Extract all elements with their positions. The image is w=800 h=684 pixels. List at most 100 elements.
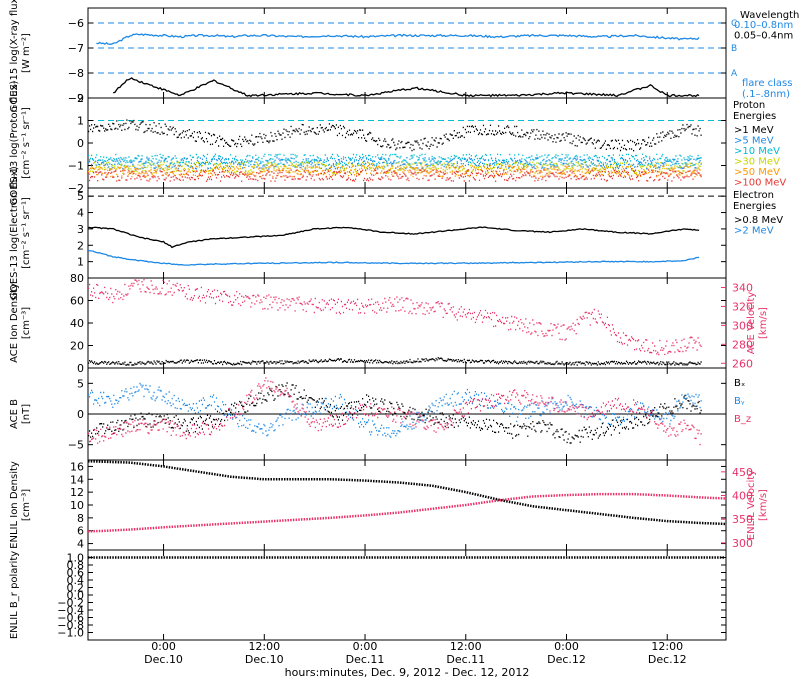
y-tick-label: −6 xyxy=(68,17,84,30)
flare-class-label: C xyxy=(731,19,737,29)
y-tick-label: 1 xyxy=(77,256,84,269)
legend-title: Energies xyxy=(733,201,776,212)
y2-axis-label: ACE Velocity xyxy=(746,292,757,354)
series-2-points xyxy=(88,156,702,170)
y-tick-label: 1.0 xyxy=(67,552,85,565)
y-tick-label: −7 xyxy=(68,42,84,55)
series-1-points xyxy=(88,382,702,444)
series-2-points xyxy=(88,382,702,438)
series-1-line xyxy=(88,460,726,526)
x-tick-day-label: Dec.12 xyxy=(547,653,586,666)
series-2-line xyxy=(88,492,726,533)
y-tick-label: 16 xyxy=(70,460,84,473)
y-tick-label: 60 xyxy=(70,295,84,308)
y2-tick-label: 450 xyxy=(732,466,753,479)
x-tick-label: 0:00 xyxy=(554,640,579,653)
y-axis-label: GOES-15 log(X-ray flux) xyxy=(9,0,20,112)
legend-entry: B_z xyxy=(734,414,751,425)
series-6-points xyxy=(88,169,702,182)
x-tick-label: 12:00 xyxy=(450,640,482,653)
legend-note: flare class xyxy=(742,78,792,89)
series-group xyxy=(88,119,702,182)
y-axis-units: [cm⁻³] xyxy=(21,307,32,339)
legend-entry: 0.05–0.4nm xyxy=(734,31,793,42)
y-axis-units: [nT] xyxy=(21,404,32,424)
series-group xyxy=(96,33,700,98)
series-group xyxy=(88,460,726,533)
y-tick-label: 4 xyxy=(77,538,84,551)
y-tick-label: −5 xyxy=(68,439,84,452)
y-axis-label: ACE B xyxy=(9,399,20,429)
x-tick-day-label: Dec.10 xyxy=(245,653,284,666)
y-axis-label: GOES-13 log(Electron flux) xyxy=(9,166,20,300)
y-tick-label: −9 xyxy=(68,92,84,105)
legend-note: (.1–.8nm) xyxy=(742,89,790,100)
flare-class-label: B xyxy=(731,44,737,54)
legend-entry: 0.10–0.8nm xyxy=(734,20,793,31)
x-tick-label: 0:00 xyxy=(151,640,176,653)
series-group xyxy=(88,279,702,366)
y-tick-label: 1 xyxy=(77,115,84,128)
y2-tick-label: 350 xyxy=(732,513,753,526)
series-group xyxy=(88,377,702,446)
y2-tick-label: 300 xyxy=(732,537,753,550)
legend-entry: >10 MeV xyxy=(734,146,780,157)
y-axis-label: ENLIL B_r polarity xyxy=(9,551,20,639)
x-tick-day-label: Dec.11 xyxy=(446,653,485,666)
y-tick-label: 0.0 xyxy=(67,589,85,602)
series-3-points xyxy=(88,153,702,167)
legend-entry: >30 MeV xyxy=(734,157,780,168)
y-tick-label: 2 xyxy=(77,92,84,105)
x-tick-label: 12:00 xyxy=(651,640,683,653)
y-tick-label: 14 xyxy=(70,473,84,486)
y-tick-label: 0 xyxy=(77,362,84,375)
panel-frame xyxy=(87,7,727,99)
x-tick-day-label: Dec.12 xyxy=(648,653,687,666)
y-tick-label: 3 xyxy=(77,223,84,236)
y-tick-label: 0.4 xyxy=(67,574,85,587)
series-1-line xyxy=(96,33,700,45)
y-tick-label: 5 xyxy=(77,377,84,390)
y2-axis-units: [km/s] xyxy=(758,489,769,521)
y-tick-label: 40 xyxy=(70,317,84,330)
panel-2: 2 1 0 −1 −2 GOES-13 log(Proton flux) [cm⁻² s⁻¹… xyxy=(9,80,786,205)
time-axis-labels: 0:00Dec.1012:00Dec.100:00Dec.1112:00Dec.… xyxy=(144,640,686,679)
y-tick-label: 0 xyxy=(77,137,84,150)
y-tick-label: 0 xyxy=(77,408,84,421)
legend-title: Energies xyxy=(733,111,776,122)
panel-frame xyxy=(87,277,727,369)
y2-tick-label: 340 xyxy=(732,281,753,294)
y-tick-label: 2 xyxy=(77,239,84,252)
series-group xyxy=(88,226,700,266)
y2-tick-label: 280 xyxy=(732,338,753,351)
y-axis-label: ENLIL Ion Density xyxy=(9,461,20,549)
y-tick-label: 80 xyxy=(70,272,84,285)
y-tick-label: −0.2 xyxy=(57,597,84,610)
y-tick-label: −0.6 xyxy=(57,612,84,625)
series-2-line xyxy=(113,77,700,98)
y-tick-label: 6 xyxy=(77,525,84,538)
series-1-points xyxy=(88,357,702,366)
legend-entry: >50 MeV xyxy=(734,167,780,178)
panel-7: 1.00.80.60.40.20.0−0.2−0.4−0.6−0.8−1.0 EN… xyxy=(9,549,727,641)
y-tick-label: −0.4 xyxy=(57,604,84,617)
y-tick-label: −1.0 xyxy=(57,627,84,640)
y-tick-label: 10 xyxy=(70,499,84,512)
y2-axis-units: [km/s] xyxy=(758,307,769,339)
y2-axis-label: ENLIL Velocity xyxy=(746,470,757,540)
legend-entry: >5 MeV xyxy=(734,136,774,147)
y-tick-label: −8 xyxy=(68,67,84,80)
legend-entry: >0.8 MeV xyxy=(734,215,783,226)
y-tick-label: 5 xyxy=(77,190,84,203)
panel-frame xyxy=(87,459,727,551)
y-tick-label: −0.8 xyxy=(57,619,84,632)
legend-entry: >2 MeV xyxy=(734,226,774,237)
y-axis-units: [cm⁻³] xyxy=(21,489,32,521)
x-axis-title: hours:minutes, Dec. 9, 2012 - Dec. 12, 2… xyxy=(285,666,530,679)
legend-title: Electron xyxy=(733,190,774,201)
series-2-line xyxy=(88,249,700,266)
y2-tick-label: 320 xyxy=(732,300,753,313)
